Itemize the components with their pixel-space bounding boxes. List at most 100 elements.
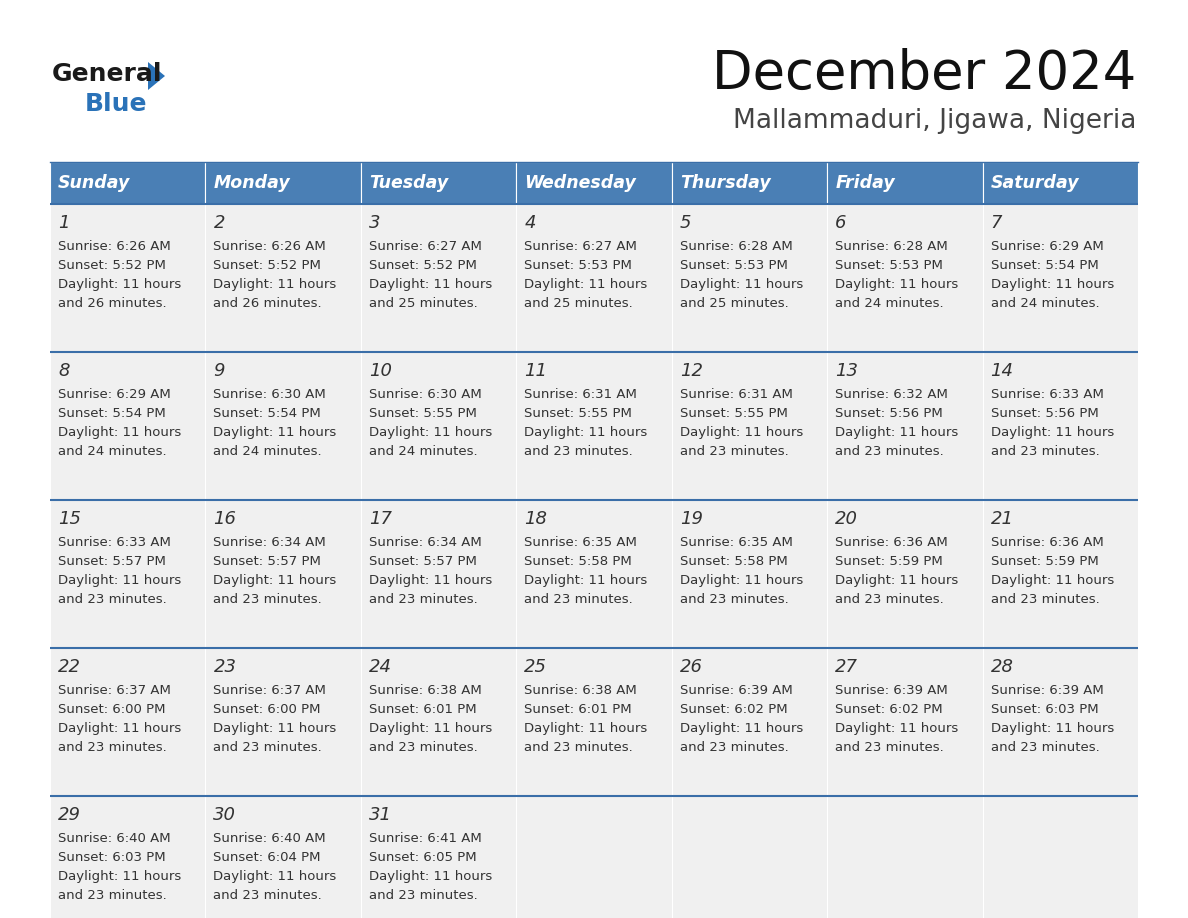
FancyBboxPatch shape xyxy=(50,648,206,796)
Text: Sunrise: 6:36 AM: Sunrise: 6:36 AM xyxy=(991,536,1104,549)
Text: Sunset: 5:56 PM: Sunset: 5:56 PM xyxy=(991,407,1099,420)
Text: Daylight: 11 hours: Daylight: 11 hours xyxy=(58,278,182,291)
Text: 15: 15 xyxy=(58,510,81,528)
FancyBboxPatch shape xyxy=(50,500,206,648)
Text: 24: 24 xyxy=(368,658,392,676)
Text: Daylight: 11 hours: Daylight: 11 hours xyxy=(368,278,492,291)
Text: Sunset: 5:53 PM: Sunset: 5:53 PM xyxy=(680,259,788,272)
Text: and 24 minutes.: and 24 minutes. xyxy=(58,445,166,458)
Text: Daylight: 11 hours: Daylight: 11 hours xyxy=(524,574,647,587)
Text: Sunrise: 6:29 AM: Sunrise: 6:29 AM xyxy=(58,388,171,401)
Text: Daylight: 11 hours: Daylight: 11 hours xyxy=(214,278,336,291)
Text: and 23 minutes.: and 23 minutes. xyxy=(991,445,1099,458)
Text: 6: 6 xyxy=(835,214,847,232)
Text: 10: 10 xyxy=(368,362,392,380)
Text: Sunrise: 6:30 AM: Sunrise: 6:30 AM xyxy=(368,388,481,401)
Text: Daylight: 11 hours: Daylight: 11 hours xyxy=(58,870,182,883)
Text: 2: 2 xyxy=(214,214,225,232)
Text: Blue: Blue xyxy=(86,92,147,116)
Text: Daylight: 11 hours: Daylight: 11 hours xyxy=(368,426,492,439)
Text: 27: 27 xyxy=(835,658,858,676)
Text: Sunrise: 6:36 AM: Sunrise: 6:36 AM xyxy=(835,536,948,549)
Text: Sunset: 6:01 PM: Sunset: 6:01 PM xyxy=(524,703,632,716)
Text: Sunrise: 6:40 AM: Sunrise: 6:40 AM xyxy=(214,832,326,845)
Text: and 23 minutes.: and 23 minutes. xyxy=(368,741,478,754)
FancyBboxPatch shape xyxy=(517,352,671,500)
Text: Sunset: 6:02 PM: Sunset: 6:02 PM xyxy=(680,703,788,716)
Text: and 24 minutes.: and 24 minutes. xyxy=(991,297,1099,310)
FancyBboxPatch shape xyxy=(671,204,827,352)
Text: Sunset: 5:56 PM: Sunset: 5:56 PM xyxy=(835,407,943,420)
Text: Saturday: Saturday xyxy=(991,174,1079,192)
Text: Sunset: 6:05 PM: Sunset: 6:05 PM xyxy=(368,851,476,864)
FancyBboxPatch shape xyxy=(517,796,671,918)
Text: Friday: Friday xyxy=(835,174,895,192)
FancyBboxPatch shape xyxy=(517,162,671,204)
FancyBboxPatch shape xyxy=(206,204,361,352)
Text: and 23 minutes.: and 23 minutes. xyxy=(991,741,1099,754)
Text: Daylight: 11 hours: Daylight: 11 hours xyxy=(524,722,647,735)
FancyBboxPatch shape xyxy=(671,796,827,918)
Text: Daylight: 11 hours: Daylight: 11 hours xyxy=(680,278,803,291)
Polygon shape xyxy=(148,62,165,90)
Text: Tuesday: Tuesday xyxy=(368,174,448,192)
Text: Sunset: 5:54 PM: Sunset: 5:54 PM xyxy=(58,407,166,420)
Text: Daylight: 11 hours: Daylight: 11 hours xyxy=(991,278,1114,291)
Text: Sunrise: 6:26 AM: Sunrise: 6:26 AM xyxy=(214,240,327,253)
Text: 21: 21 xyxy=(991,510,1013,528)
Text: Sunrise: 6:31 AM: Sunrise: 6:31 AM xyxy=(524,388,637,401)
Text: and 23 minutes.: and 23 minutes. xyxy=(524,445,633,458)
Text: and 25 minutes.: and 25 minutes. xyxy=(680,297,789,310)
Text: and 23 minutes.: and 23 minutes. xyxy=(214,593,322,606)
Text: and 24 minutes.: and 24 minutes. xyxy=(368,445,478,458)
Text: Sunset: 5:58 PM: Sunset: 5:58 PM xyxy=(680,555,788,568)
Text: 30: 30 xyxy=(214,806,236,824)
Text: and 23 minutes.: and 23 minutes. xyxy=(58,741,166,754)
Text: and 23 minutes.: and 23 minutes. xyxy=(991,593,1099,606)
Text: and 23 minutes.: and 23 minutes. xyxy=(680,741,789,754)
FancyBboxPatch shape xyxy=(361,648,517,796)
Text: Daylight: 11 hours: Daylight: 11 hours xyxy=(214,870,336,883)
FancyBboxPatch shape xyxy=(361,352,517,500)
Text: Sunset: 5:57 PM: Sunset: 5:57 PM xyxy=(214,555,321,568)
Text: 20: 20 xyxy=(835,510,858,528)
FancyBboxPatch shape xyxy=(517,500,671,648)
FancyBboxPatch shape xyxy=(517,204,671,352)
Text: 22: 22 xyxy=(58,658,81,676)
Text: Sunrise: 6:31 AM: Sunrise: 6:31 AM xyxy=(680,388,792,401)
Text: Sunset: 6:02 PM: Sunset: 6:02 PM xyxy=(835,703,943,716)
Text: 29: 29 xyxy=(58,806,81,824)
Text: Sunset: 5:52 PM: Sunset: 5:52 PM xyxy=(58,259,166,272)
Text: 4: 4 xyxy=(524,214,536,232)
Text: Sunset: 5:57 PM: Sunset: 5:57 PM xyxy=(368,555,476,568)
Text: Sunrise: 6:28 AM: Sunrise: 6:28 AM xyxy=(835,240,948,253)
FancyBboxPatch shape xyxy=(361,796,517,918)
Text: 11: 11 xyxy=(524,362,548,380)
Text: and 25 minutes.: and 25 minutes. xyxy=(368,297,478,310)
Text: Daylight: 11 hours: Daylight: 11 hours xyxy=(680,722,803,735)
Text: Sunrise: 6:37 AM: Sunrise: 6:37 AM xyxy=(214,684,327,697)
Text: Sunset: 5:53 PM: Sunset: 5:53 PM xyxy=(524,259,632,272)
Text: and 26 minutes.: and 26 minutes. xyxy=(214,297,322,310)
Text: 23: 23 xyxy=(214,658,236,676)
Text: December 2024: December 2024 xyxy=(712,48,1136,100)
Text: Sunset: 6:03 PM: Sunset: 6:03 PM xyxy=(991,703,1098,716)
FancyBboxPatch shape xyxy=(206,352,361,500)
Text: Daylight: 11 hours: Daylight: 11 hours xyxy=(368,574,492,587)
Text: Daylight: 11 hours: Daylight: 11 hours xyxy=(835,426,959,439)
Text: Daylight: 11 hours: Daylight: 11 hours xyxy=(991,574,1114,587)
Text: and 23 minutes.: and 23 minutes. xyxy=(58,593,166,606)
Text: Sunrise: 6:34 AM: Sunrise: 6:34 AM xyxy=(368,536,481,549)
Text: Sunset: 5:59 PM: Sunset: 5:59 PM xyxy=(835,555,943,568)
Text: Sunset: 6:00 PM: Sunset: 6:00 PM xyxy=(214,703,321,716)
Text: 16: 16 xyxy=(214,510,236,528)
Text: General: General xyxy=(52,62,163,86)
Text: Sunset: 5:55 PM: Sunset: 5:55 PM xyxy=(524,407,632,420)
Text: Daylight: 11 hours: Daylight: 11 hours xyxy=(680,426,803,439)
Text: Daylight: 11 hours: Daylight: 11 hours xyxy=(524,426,647,439)
FancyBboxPatch shape xyxy=(206,796,361,918)
Text: Daylight: 11 hours: Daylight: 11 hours xyxy=(991,722,1114,735)
FancyBboxPatch shape xyxy=(206,648,361,796)
FancyBboxPatch shape xyxy=(827,500,982,648)
Text: Sunset: 5:52 PM: Sunset: 5:52 PM xyxy=(368,259,476,272)
